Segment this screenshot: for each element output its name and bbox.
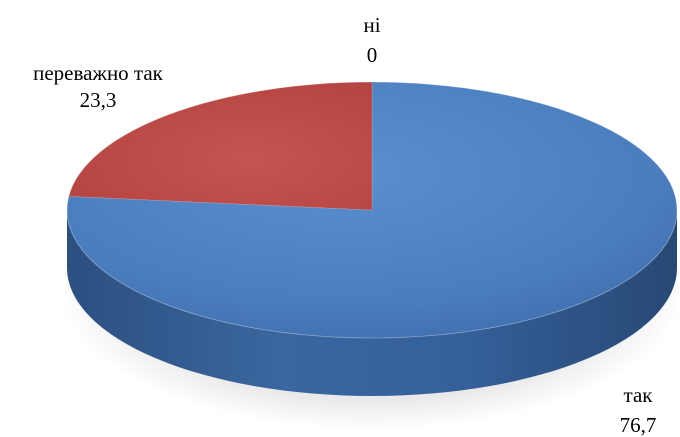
pie-side-так: [67, 210, 677, 396]
slice-value-tak: 76,7: [620, 413, 657, 437]
pie-top-faces: [66, 81, 678, 339]
slice-label-perevazhno-tak: переважно так: [33, 61, 164, 85]
slice-label-ni: ні: [363, 13, 380, 37]
pie-side-walls: [67, 210, 677, 396]
pie-labels: так 76,7 переважно так 23,3 ні 0: [33, 13, 656, 437]
pie-slice-переважно-так: [68, 81, 373, 211]
slice-value-ni: 0: [367, 43, 378, 67]
slice-value-perevazhno-tak: 23,3: [80, 88, 117, 112]
pie-rim: [66, 81, 678, 339]
slice-label-tak: так: [624, 383, 654, 407]
pie-slice-так: [66, 81, 678, 339]
